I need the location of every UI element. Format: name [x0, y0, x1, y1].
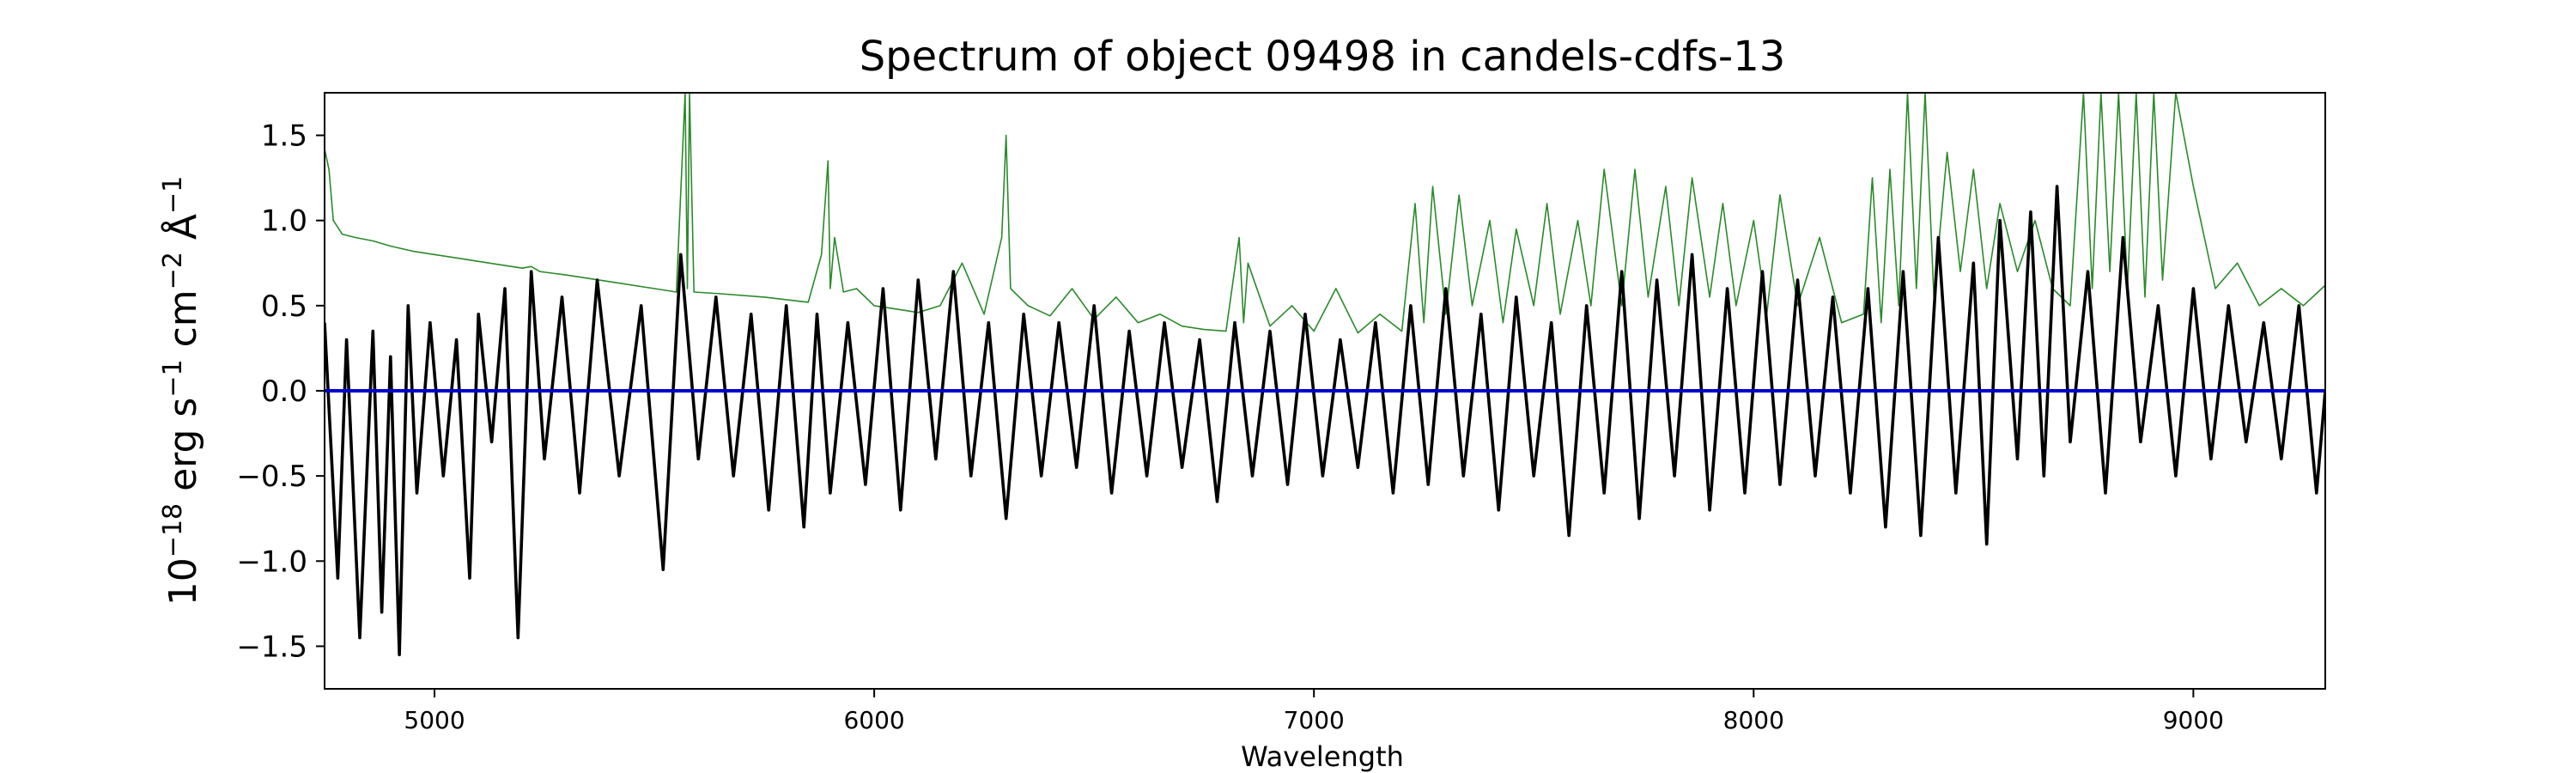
y-label-prefix: 10	[161, 557, 205, 606]
y-tick-label: 0.5	[261, 289, 307, 324]
y-label-mid1: erg s	[161, 398, 205, 503]
flux-series-line	[325, 185, 2325, 657]
flux-series-line-group	[325, 185, 2325, 657]
y-label-exp2: −1	[158, 359, 188, 397]
x-tick-label: 6000	[843, 706, 904, 734]
y-tick-label: 1.5	[261, 119, 307, 154]
x-axis-label: Wavelength	[1241, 740, 1404, 773]
y-label-mid3: Å	[160, 214, 205, 252]
y-label-exp3: −2	[158, 252, 188, 289]
y-label-exp1: −18	[158, 503, 188, 557]
x-axis-ticks: 5000 6000 7000 8000 9000	[404, 689, 2224, 734]
error-series-line-group	[325, 93, 2325, 334]
chart-title: Spectrum of object 09498 in candels-cdfs…	[860, 33, 1786, 81]
x-tick-label: 9000	[2163, 706, 2224, 734]
y-tick-label: 1.0	[261, 204, 307, 239]
y-label-mid2: cm	[161, 289, 205, 359]
error-series-line	[325, 93, 2325, 334]
y-tick-label: −1.5	[236, 630, 307, 664]
y-label-exp4: −1	[158, 176, 188, 214]
y-axis-label: 10−18 erg s−1 cm−2 Å−1	[158, 176, 206, 606]
plot-area	[325, 93, 2325, 657]
x-tick-label: 8000	[1723, 706, 1784, 734]
y-tick-label: 0.0	[261, 374, 307, 409]
x-tick-label: 7000	[1284, 706, 1345, 734]
y-axis-ticks: −1.5 −1.0 −0.5 0.0 0.5 1.0 1.5	[236, 119, 325, 664]
y-tick-label: −0.5	[236, 460, 307, 494]
x-tick-label: 5000	[404, 706, 465, 734]
y-tick-label: −1.0	[236, 545, 307, 579]
